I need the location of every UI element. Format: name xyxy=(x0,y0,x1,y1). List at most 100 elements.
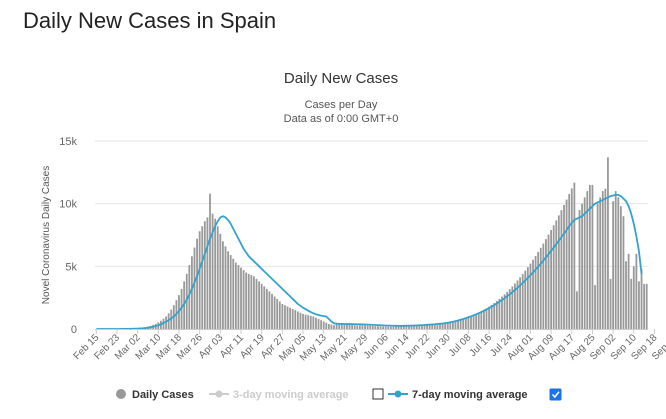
bar xyxy=(353,325,356,329)
bar xyxy=(552,225,555,329)
bar xyxy=(317,318,320,329)
y-tick-label: 0 xyxy=(71,324,77,336)
bar xyxy=(539,247,542,329)
bar xyxy=(578,209,581,329)
legend-item-3-day-average[interactable]: 3-day moving average xyxy=(209,389,349,401)
y-tick-label: 15k xyxy=(59,136,77,148)
bar xyxy=(439,323,441,329)
bar xyxy=(278,301,281,329)
bar xyxy=(296,311,299,329)
bar xyxy=(245,272,248,329)
bar xyxy=(449,321,452,329)
bar xyxy=(542,243,545,329)
bar xyxy=(340,323,343,329)
bar xyxy=(506,291,509,329)
bar xyxy=(622,216,625,329)
7-day-swatch-dot-icon xyxy=(394,390,402,398)
bar xyxy=(573,182,576,329)
bar xyxy=(501,296,503,329)
bar xyxy=(462,318,465,329)
bar xyxy=(258,281,260,329)
legend: Daily Cases 3-day moving average 7-day m… xyxy=(116,388,562,401)
bar xyxy=(304,314,307,329)
bar xyxy=(234,262,237,329)
bar xyxy=(268,291,271,329)
bar xyxy=(601,191,604,329)
bar xyxy=(526,267,529,329)
bar xyxy=(265,288,268,329)
bar xyxy=(374,326,377,329)
bar xyxy=(464,317,467,329)
bar xyxy=(607,157,609,329)
bar xyxy=(253,276,255,329)
bar xyxy=(586,191,589,329)
bar xyxy=(632,266,635,329)
bar xyxy=(599,197,602,329)
legend-item-daily-cases[interactable]: Daily Cases xyxy=(116,389,194,401)
bar xyxy=(211,213,214,329)
bar xyxy=(333,325,335,329)
bar xyxy=(361,325,364,329)
3-day-average-checkbox[interactable] xyxy=(372,388,384,400)
bar xyxy=(196,238,198,329)
bar xyxy=(327,323,330,329)
bar xyxy=(400,326,403,329)
bar xyxy=(570,188,573,329)
bar xyxy=(550,229,552,329)
7-day-average-checkbox[interactable] xyxy=(549,388,562,401)
bar xyxy=(454,320,457,329)
bar xyxy=(325,322,328,329)
bar xyxy=(516,280,519,329)
bar xyxy=(521,274,524,329)
bar xyxy=(382,326,385,329)
bar xyxy=(271,293,273,329)
gridlines xyxy=(95,140,648,267)
bar xyxy=(480,311,483,329)
bar xyxy=(547,234,550,329)
3-day-swatch-dot-icon xyxy=(215,390,223,398)
bar xyxy=(514,283,516,329)
bar xyxy=(309,315,312,329)
x-tick-label: Jul 08 xyxy=(447,332,474,359)
bar xyxy=(273,296,276,329)
bar xyxy=(555,220,558,329)
bar xyxy=(348,324,351,329)
bar xyxy=(250,275,253,329)
bar xyxy=(302,313,304,329)
bar xyxy=(444,322,447,329)
bar xyxy=(397,326,400,329)
y-tick-label: 5k xyxy=(65,261,77,273)
bar xyxy=(387,326,390,329)
legend-item-7-day-average[interactable]: 7-day moving average xyxy=(388,389,528,401)
bar xyxy=(557,215,560,329)
bar xyxy=(415,325,418,329)
bar xyxy=(428,324,431,329)
bar xyxy=(356,325,359,329)
bar xyxy=(485,308,488,329)
bar xyxy=(625,261,627,329)
chart-title: Daily New Cases xyxy=(284,70,398,87)
bar xyxy=(446,322,449,329)
bar xyxy=(493,303,496,329)
bar xyxy=(609,278,612,329)
bar xyxy=(395,326,397,329)
bar xyxy=(537,251,540,329)
bar xyxy=(452,321,454,329)
bar xyxy=(498,298,501,329)
bar xyxy=(224,246,227,329)
bar xyxy=(384,326,387,329)
bar xyxy=(335,322,338,329)
legend-label-3-day-average: 3-day moving average xyxy=(233,389,349,401)
bar xyxy=(619,206,622,329)
legend-label-7-day-average: 7-day moving average xyxy=(412,389,528,401)
bar xyxy=(418,325,421,329)
bar xyxy=(408,325,410,329)
bar xyxy=(377,326,379,329)
bar xyxy=(627,253,630,329)
bar xyxy=(338,323,341,329)
page-title: Daily New Cases in Spain xyxy=(23,8,277,33)
bar xyxy=(330,324,333,329)
bar xyxy=(503,294,506,329)
bar xyxy=(433,324,436,329)
bar xyxy=(247,273,250,329)
